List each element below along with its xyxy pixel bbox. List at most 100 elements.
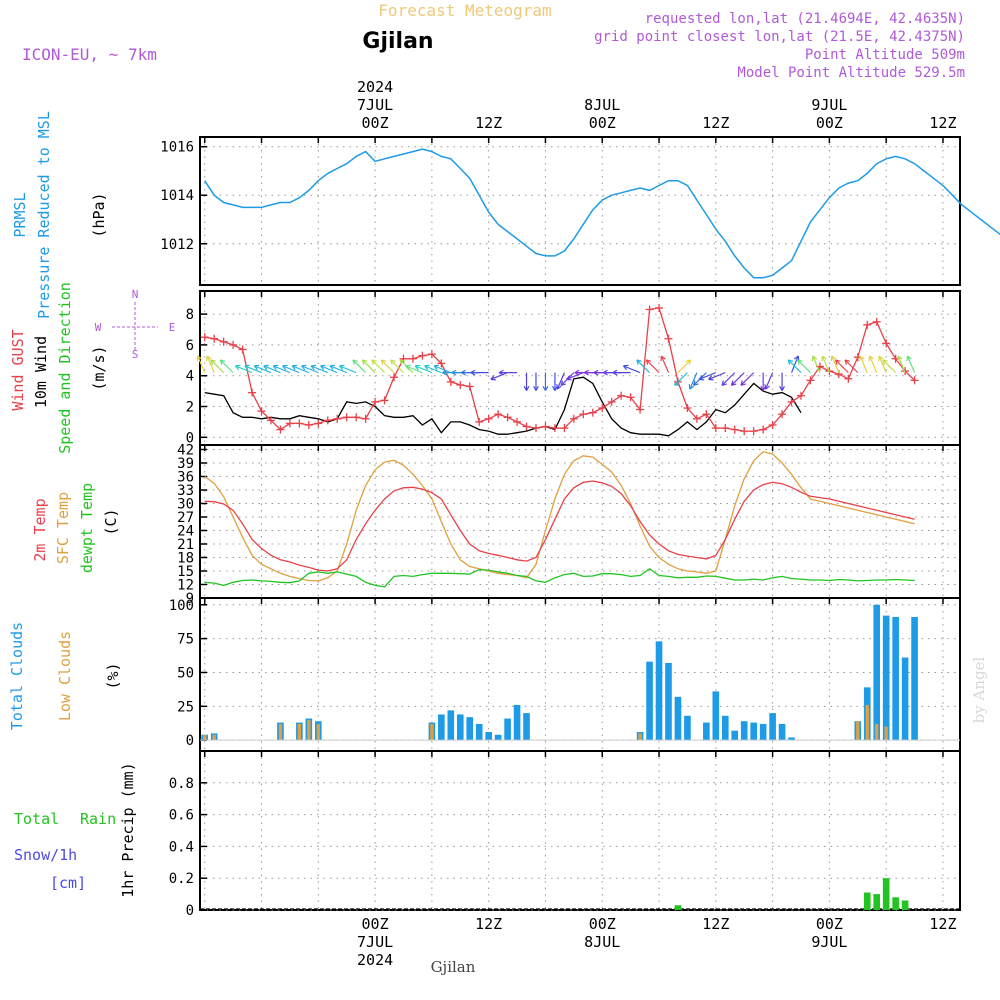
- wind-arrow-head: [797, 359, 800, 365]
- compass-n: N: [132, 288, 139, 301]
- wind-arrow-shaft: [674, 372, 688, 386]
- low-clouds-bar: [430, 723, 434, 741]
- wind-arrow: [830, 355, 840, 373]
- wind-arrow-head: [674, 383, 680, 386]
- label-c: (C): [102, 508, 120, 535]
- rain-bar: [873, 894, 881, 910]
- rain-bar: [863, 892, 871, 910]
- label-speed-direction: Speed and Direction: [56, 282, 74, 454]
- compass-w: W: [95, 321, 102, 334]
- wind-arrow-shaft: [272, 365, 291, 374]
- wind-arrow-head: [433, 365, 438, 371]
- total-clouds-bar: [882, 615, 890, 741]
- label-wind-gust: Wind GUST: [9, 329, 27, 410]
- wind-arrow-head: [405, 365, 410, 371]
- requested-coords: requested lon,lat (21.4694E, 42.4635N): [645, 11, 965, 27]
- tick-label-temperature: 21: [177, 537, 194, 553]
- tick-label-temperature: 9: [186, 591, 194, 607]
- wind-arrow: [371, 359, 385, 374]
- total-clouds-bar: [674, 696, 682, 741]
- wind-arrow: [206, 355, 215, 373]
- wind-arrow-shaft: [906, 355, 916, 373]
- wind-arrow-head: [339, 364, 345, 367]
- wind-arrow-head: [254, 364, 260, 367]
- wind-arrow-head: [352, 359, 355, 365]
- wind-arrow: [660, 355, 670, 373]
- total-clouds-bar: [523, 713, 530, 741]
- wind-arrow-shaft: [263, 365, 281, 374]
- wind-arrow-head: [301, 364, 307, 367]
- total-clouds-bar: [703, 722, 710, 741]
- wind-arrow-head: [310, 365, 315, 371]
- tick-label-precip: 0: [186, 903, 194, 919]
- label-cm: [cm]: [50, 874, 86, 892]
- label-dewpt-temp: dewpt Temp: [78, 483, 96, 573]
- wind-arrow-shaft: [414, 365, 433, 374]
- wind-arrow: [835, 359, 849, 374]
- wind-arrow-shaft: [556, 372, 565, 390]
- panels-layer: 1012101410160246891215182124273033363942…: [160, 136, 1000, 919]
- total-clouds-bar: [655, 641, 663, 741]
- time-label-bottom: 12Z: [929, 915, 956, 933]
- compass-rose: N S W E: [95, 288, 176, 361]
- wind-arrow-head: [244, 365, 249, 371]
- wind-arrow-head: [689, 385, 695, 390]
- wind-arrow-head: [646, 359, 652, 362]
- time-label-bottom: 00Z: [362, 915, 389, 933]
- wind-arrow-shaft: [645, 359, 660, 374]
- wind-arrow-shaft: [878, 355, 887, 373]
- tick-label-wind: 2: [186, 400, 194, 416]
- low-clouds-bar: [297, 723, 302, 741]
- wind-arrow-head: [566, 378, 572, 381]
- location-title: Gjilan: [362, 29, 433, 54]
- wind-arrow-head: [380, 359, 384, 365]
- panel-precip: 0 0.2 0.4 0.6 0.8: [169, 750, 961, 919]
- total-clouds-bar: [513, 704, 521, 741]
- model-altitude: Model Point Altitude 529.5m: [737, 65, 965, 81]
- wind-arrow-head: [352, 359, 358, 362]
- total-clouds-bar: [911, 616, 918, 741]
- wind-arrow: [263, 364, 281, 374]
- wind-arrow-shaft: [380, 359, 395, 374]
- wind-arrow: [787, 359, 802, 374]
- tick-label-pressure: 1014: [160, 188, 194, 204]
- total-clouds-bar: [721, 715, 729, 741]
- wind-arrow-head: [566, 375, 571, 380]
- wind-arrow: [882, 359, 897, 374]
- total-clouds-bar: [769, 713, 776, 741]
- time-label-top: 12Z: [702, 114, 729, 132]
- wind-arrow-head: [699, 378, 705, 381]
- wind-arrow: [470, 369, 489, 376]
- wind-arrow-head: [206, 355, 212, 360]
- wind-arrow-head: [787, 359, 791, 365]
- label-10m-wind: 10m Wind: [32, 336, 50, 408]
- wind-arrow-head: [765, 385, 770, 390]
- rain-bar: [901, 900, 909, 910]
- wind-arrow: [698, 372, 717, 381]
- wind-arrow-head: [583, 369, 589, 374]
- label-low-clouds: Low Clouds: [56, 631, 74, 721]
- wind-arrow-head: [821, 355, 827, 360]
- low-clouds-bar: [212, 734, 216, 741]
- wind-arrow-head: [523, 385, 528, 391]
- label-2m-temp: 2m Temp: [31, 498, 49, 561]
- wind-arrow: [878, 355, 887, 373]
- wind-arrow-head: [878, 355, 884, 360]
- wind-arrow: [329, 364, 347, 374]
- wind-arrow-head: [498, 372, 504, 376]
- low-clouds-bar: [856, 721, 860, 741]
- wind-arrow: [896, 355, 906, 373]
- rain-bar: [882, 878, 890, 910]
- wind-arrow-shaft: [677, 359, 692, 374]
- label-total: Total: [14, 810, 59, 828]
- wind-arrow-head: [812, 355, 818, 360]
- wind-arrow: [433, 364, 452, 374]
- wind-arrow-head: [797, 359, 803, 362]
- label-pressure-msl: Pressure Reduced to MSL: [35, 111, 53, 319]
- wind-arrow-head: [636, 359, 642, 362]
- wind-arrow-shaft: [787, 359, 802, 374]
- time-label-bottom: 8JUL: [584, 933, 620, 951]
- wind-arrow: [533, 372, 539, 391]
- tick-label-wind: 6: [186, 338, 194, 354]
- total-clouds-bar: [901, 657, 909, 741]
